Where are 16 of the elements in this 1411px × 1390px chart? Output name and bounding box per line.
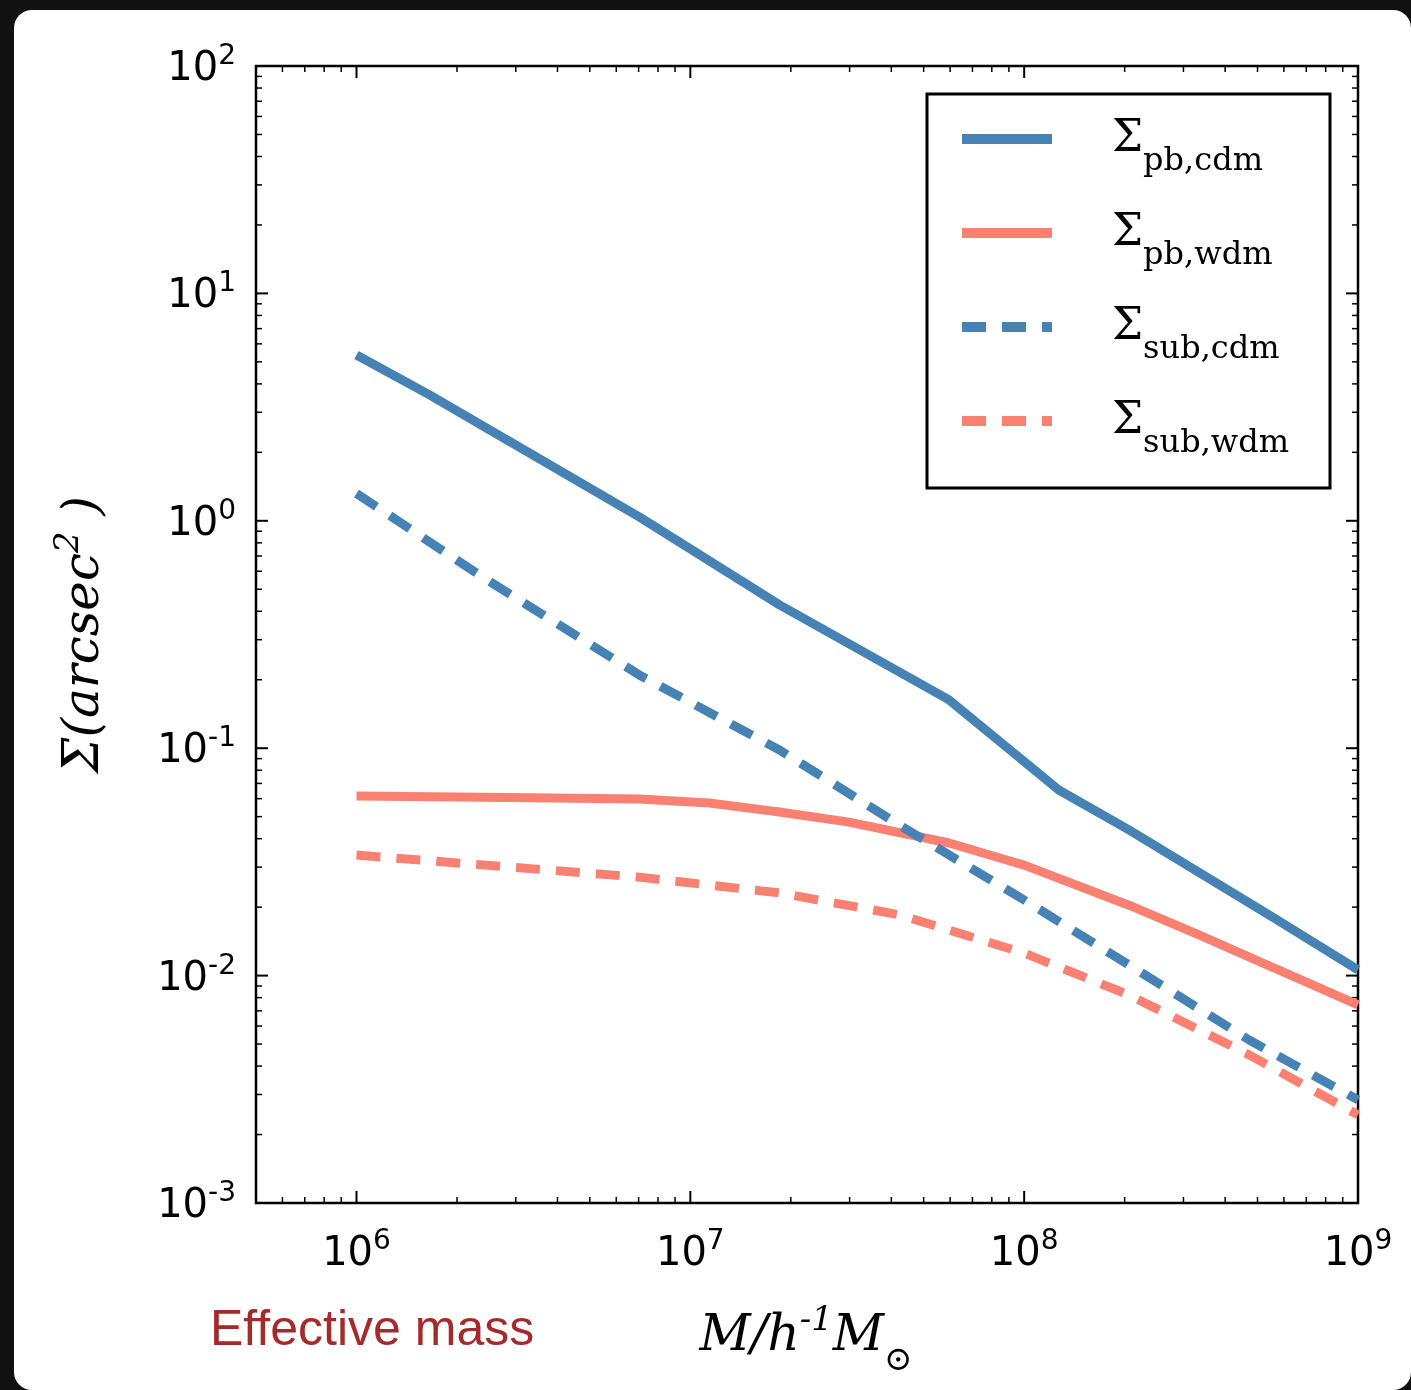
y-tick-label: 10$^{-1}$ — [157, 719, 236, 772]
x-tick-label: 10$^{6}$ — [322, 1222, 391, 1274]
legend-label: Σ$_{sub,wdm}$ — [1112, 392, 1290, 460]
text: Effective mass — [210, 1300, 535, 1356]
y-tick-label: 10$^{-3}$ — [157, 1174, 236, 1226]
legend-label: Σ$_{pb,wdm}$ — [1112, 204, 1273, 272]
x-tick-label: 10$^{7}$ — [655, 1222, 725, 1274]
y-tick-label: 10$^{2}$ — [167, 37, 236, 89]
y-tick-label: 10$^{0}$ — [167, 492, 236, 544]
legend-label: Σ$_{sub,cdm}$ — [1112, 298, 1280, 366]
legend-label: Σ$_{pb,cdm}$ — [1112, 110, 1263, 178]
x-axis-title: M/h$^{-1}$M$_{⊙}$ — [698, 1298, 913, 1378]
x-tick-label: 10$^{9}$ — [1323, 1222, 1393, 1274]
y-tick-label: 10$^{1}$ — [167, 264, 236, 317]
y-tick-label: 10$^{-2}$ — [157, 947, 236, 999]
x-tick-label: 10$^{8}$ — [989, 1222, 1059, 1274]
